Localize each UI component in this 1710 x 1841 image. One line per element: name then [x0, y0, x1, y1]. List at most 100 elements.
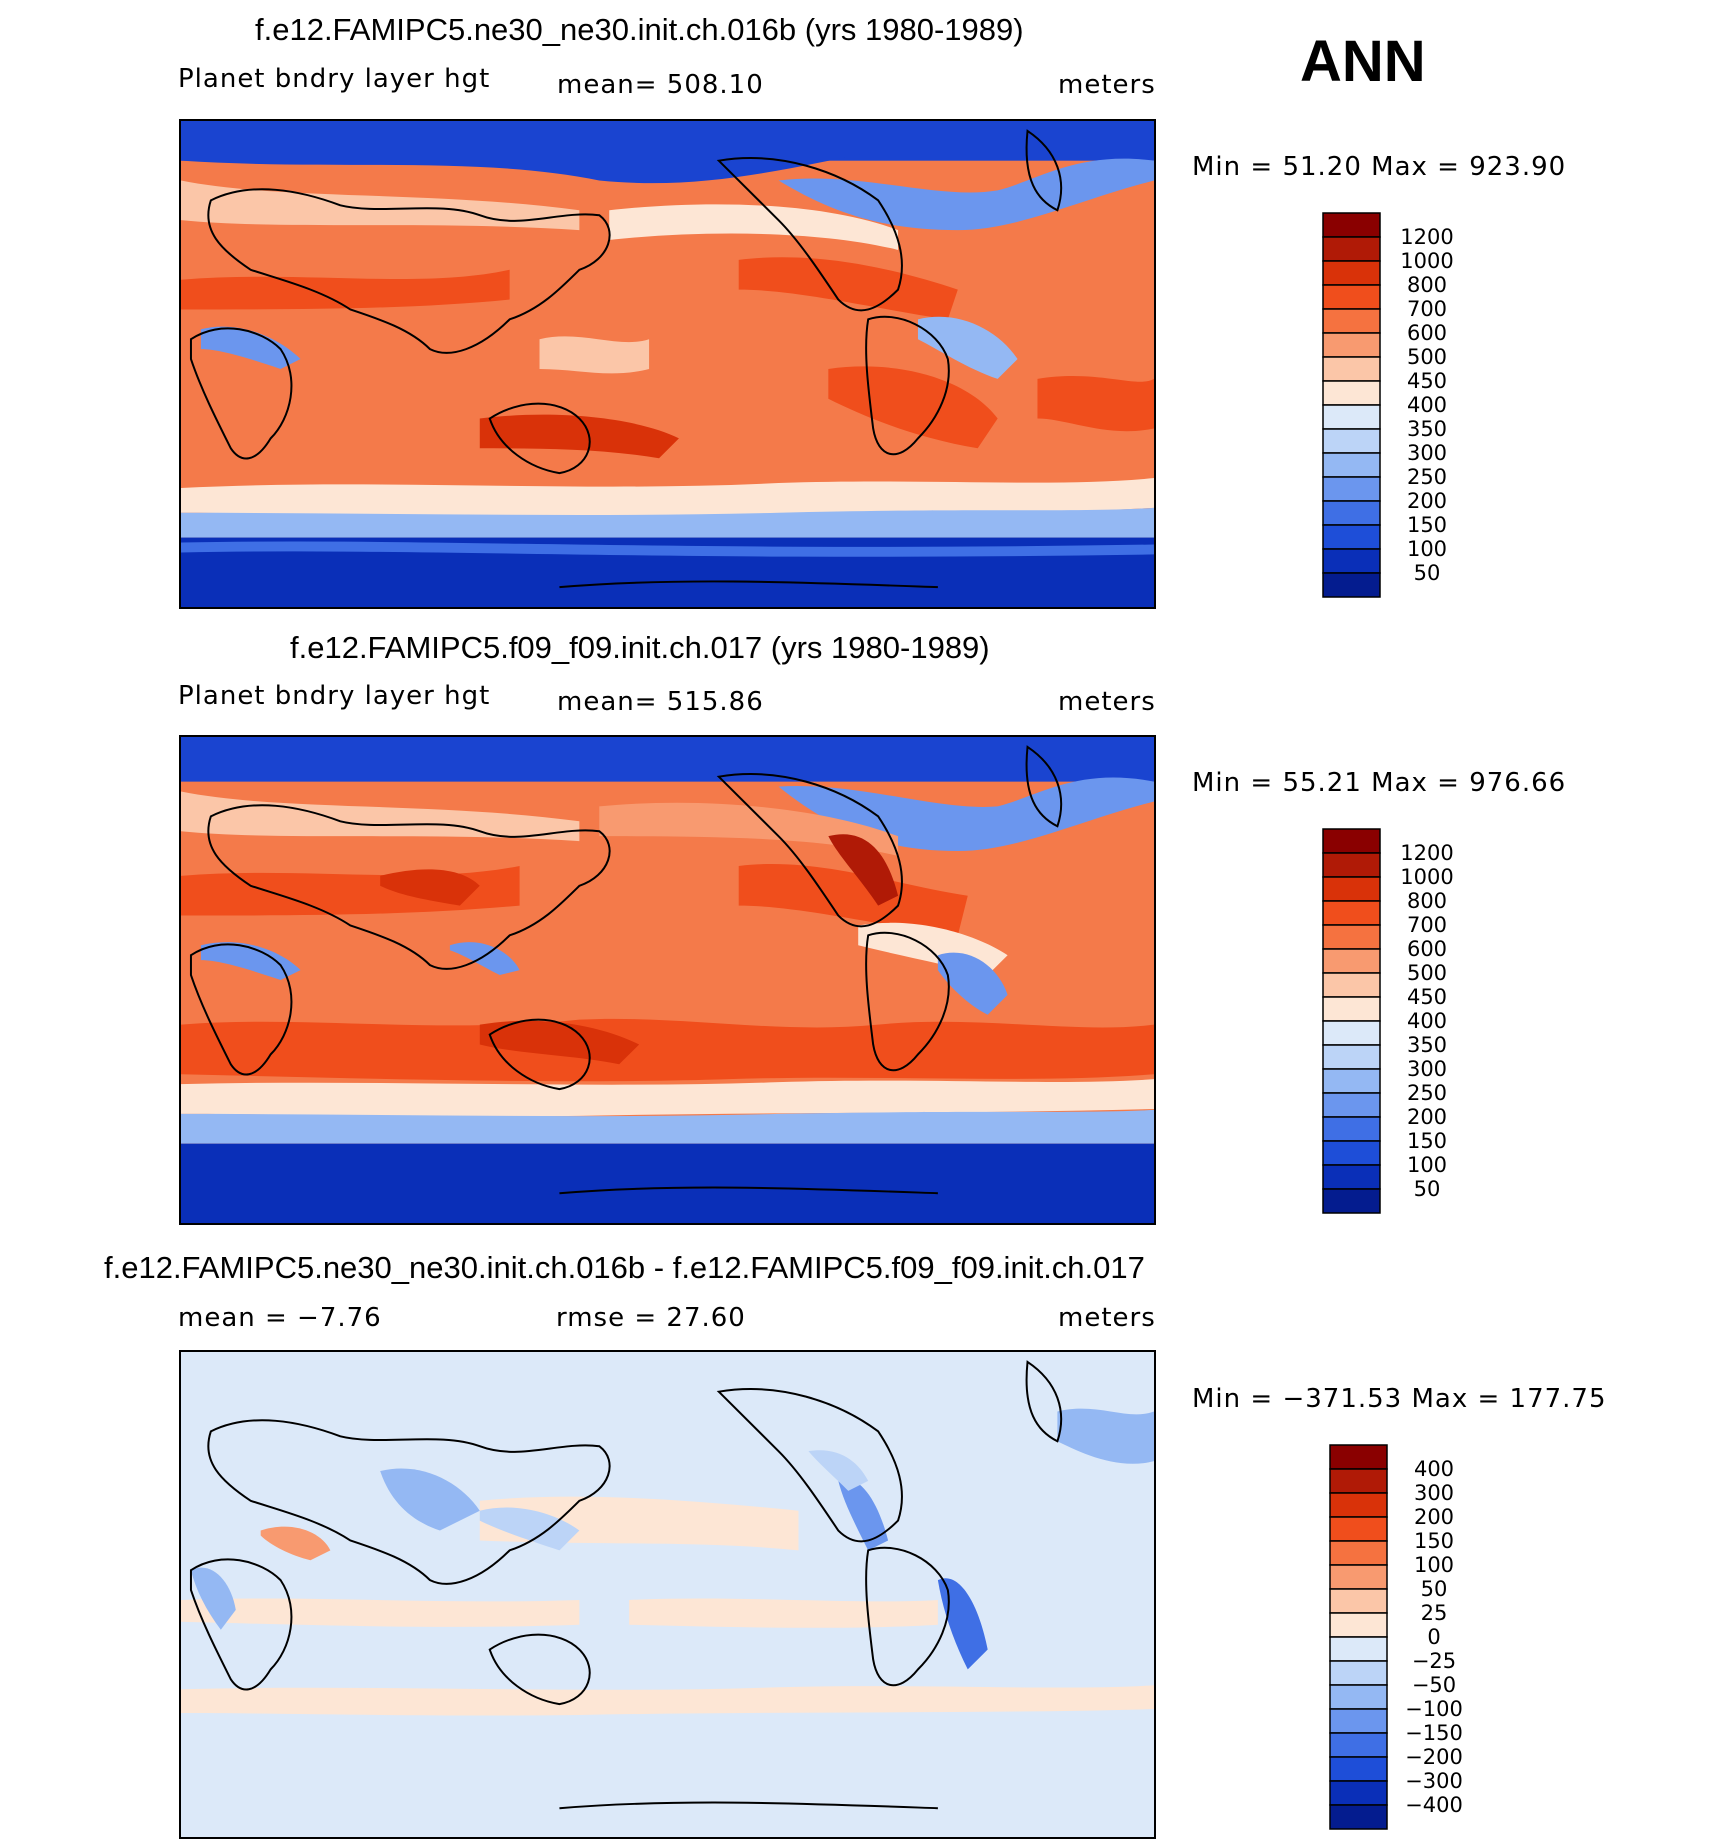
colorbar-tick-label: 500 [1407, 961, 1447, 985]
colorbar-tick-label: 700 [1407, 913, 1447, 937]
colorbar-tick-label: 800 [1407, 889, 1447, 913]
colorbar-tick-label: 350 [1407, 417, 1447, 441]
panel-2-colorbar-svg: 1200100080070060050045040035030025020015… [1322, 828, 1454, 1214]
panel-1-title: f.e12.FAMIPC5.ne30_ne30.init.ch.016b (yr… [255, 12, 1024, 47]
panel-3-colorbar-svg: 40030020015010050250−25−50−100−150−200−3… [1329, 1444, 1463, 1830]
panel-3-rmse-label: rmse = 27.60 [556, 1303, 746, 1333]
colorbar-tick-label: 200 [1407, 1105, 1447, 1129]
colorbar-tick-label: 400 [1407, 393, 1447, 417]
colorbar-tick-label: 1200 [1400, 225, 1453, 249]
panel-1-colorbar-svg: 1200100080070060050045040035030025020015… [1322, 212, 1454, 598]
panel-1-minmax: Min = 51.20 Max = 923.90 [1192, 152, 1567, 182]
colorbar-swatch [1322, 1044, 1381, 1070]
colorbar-swatch [1322, 284, 1381, 310]
colorbar-tick-label: 25 [1421, 1601, 1448, 1625]
colorbar-tick-label: 200 [1407, 489, 1447, 513]
colorbar-tick-label: 50 [1421, 1577, 1448, 1601]
colorbar-tick-label: 300 [1414, 1481, 1454, 1505]
colorbar-swatch [1322, 852, 1381, 878]
colorbar-swatch [1322, 236, 1381, 262]
colorbar-swatch [1329, 1540, 1388, 1566]
panel-1-map [179, 119, 1156, 609]
colorbar-tick-label: −150 [1405, 1721, 1463, 1745]
colorbar-swatch [1329, 1612, 1388, 1638]
colorbar-swatch [1322, 924, 1381, 950]
colorbar-tick-label: 150 [1407, 1129, 1447, 1153]
colorbar-tick-label: 300 [1407, 1057, 1447, 1081]
colorbar-tick-label: 600 [1407, 321, 1447, 345]
colorbar-swatch [1322, 500, 1381, 526]
panel-1-map-field [181, 121, 1154, 607]
colorbar-swatch [1322, 404, 1381, 430]
panel-2-colorbar: 1200 1000 800 700 600 500 450 400 350 300 250 200 15… [1322, 828, 1483, 1224]
colorbar-tick-label: 400 [1407, 1009, 1447, 1033]
colorbar-swatch [1329, 1564, 1388, 1590]
colorbar-tick-label: −300 [1405, 1769, 1463, 1793]
colorbar-swatch [1322, 356, 1381, 382]
colorbar-tick-label: 100 [1407, 537, 1447, 561]
panel-1-mean-label: mean= 508.10 [557, 70, 764, 100]
colorbar-swatch [1329, 1636, 1388, 1662]
colorbar-tick-label: 250 [1407, 465, 1447, 489]
colorbar-swatch [1329, 1804, 1388, 1830]
panel-2-variable-label: Planet bndry layer hgt [178, 681, 491, 711]
panel-3-minmax: Min = −371.53 Max = 177.75 [1192, 1384, 1607, 1414]
panel-2-map [179, 735, 1156, 1225]
colorbar-swatch [1329, 1468, 1388, 1494]
colorbar-tick-label: 700 [1407, 297, 1447, 321]
colorbar-swatch [1322, 332, 1381, 358]
colorbar-swatch [1322, 548, 1381, 574]
panel-1-units-label: meters [1058, 70, 1156, 100]
colorbar-swatch [1322, 260, 1381, 286]
colorbar-tick-label: −50 [1412, 1673, 1456, 1697]
colorbar-swatch [1322, 1164, 1381, 1190]
colorbar-swatch [1329, 1588, 1388, 1614]
colorbar-swatch [1329, 1756, 1388, 1782]
colorbar-swatch [1329, 1492, 1388, 1518]
colorbar-tick-label: −100 [1405, 1697, 1463, 1721]
panel-2-units-label: meters [1058, 687, 1156, 717]
colorbar-swatch [1329, 1708, 1388, 1734]
panel-3-units-label: meters [1058, 1303, 1156, 1333]
colorbar-swatch [1322, 900, 1381, 926]
colorbar-swatch [1322, 876, 1381, 902]
colorbar-swatch [1322, 380, 1381, 406]
colorbar-swatch [1322, 428, 1381, 454]
colorbar-tick-label: 150 [1407, 513, 1447, 537]
panel-2-minmax: Min = 55.21 Max = 976.66 [1192, 768, 1567, 798]
colorbar-swatch [1322, 1020, 1381, 1046]
colorbar-tick-label: 250 [1407, 1081, 1447, 1105]
panel-3-colorbar: 400 300 200 150 100 50 25 0 −25 −50 −100 −150 −200 −3… [1329, 1444, 1490, 1840]
panel-2-map-field [181, 737, 1154, 1223]
colorbar-tick-label: 100 [1414, 1553, 1454, 1577]
colorbar-swatch [1329, 1444, 1388, 1470]
colorbar-tick-label: 1000 [1400, 249, 1453, 273]
season-label: ANN [1300, 29, 1426, 94]
panel-3-title: f.e12.FAMIPC5.ne30_ne30.init.ch.016b - f… [104, 1250, 1145, 1285]
panel-2-mean-label: mean= 515.86 [557, 687, 764, 717]
colorbar-tick-label: 600 [1407, 937, 1447, 961]
colorbar-swatch [1329, 1780, 1388, 1806]
colorbar-tick-label: −25 [1412, 1649, 1456, 1673]
colorbar-swatch [1329, 1660, 1388, 1686]
colorbar-swatch [1322, 524, 1381, 550]
colorbar-tick-label: 100 [1407, 1153, 1447, 1177]
panel-3-mean-label: mean = −7.76 [178, 1303, 382, 1333]
colorbar-tick-label: 300 [1407, 441, 1447, 465]
colorbar-swatch [1322, 572, 1381, 598]
colorbar-swatch [1322, 1068, 1381, 1094]
colorbar-swatch [1322, 212, 1381, 238]
colorbar-tick-label: 1200 [1400, 841, 1453, 865]
colorbar-tick-label: 1000 [1400, 865, 1453, 889]
colorbar-tick-label: 350 [1407, 1033, 1447, 1057]
colorbar-swatch [1322, 972, 1381, 998]
colorbar-swatch [1329, 1732, 1388, 1758]
colorbar-tick-label: 50 [1414, 1177, 1441, 1201]
colorbar-tick-label: −400 [1405, 1793, 1463, 1817]
colorbar-tick-label: 50 [1414, 561, 1441, 585]
colorbar-swatch [1329, 1684, 1388, 1710]
panel-3-map [179, 1350, 1156, 1839]
colorbar-swatch [1322, 1116, 1381, 1142]
panel-3-map-field [181, 1352, 1154, 1837]
colorbar-swatch [1322, 1092, 1381, 1118]
